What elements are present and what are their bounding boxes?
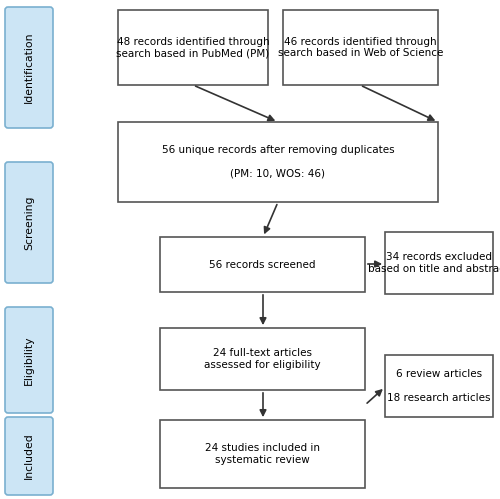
Text: Eligibility: Eligibility bbox=[24, 335, 34, 385]
Bar bbox=[160, 420, 365, 488]
Text: Identification: Identification bbox=[24, 32, 34, 103]
Bar bbox=[385, 355, 493, 417]
Text: Included: Included bbox=[24, 433, 34, 480]
Bar bbox=[160, 328, 365, 390]
FancyBboxPatch shape bbox=[5, 162, 53, 283]
Text: 6 review articles

18 research articles: 6 review articles 18 research articles bbox=[387, 369, 491, 403]
Bar bbox=[118, 122, 438, 202]
Text: 56 records screened: 56 records screened bbox=[209, 259, 316, 269]
Text: 56 unique records after removing duplicates

(PM: 10, WOS: 46): 56 unique records after removing duplica… bbox=[162, 145, 394, 179]
FancyBboxPatch shape bbox=[5, 417, 53, 495]
Text: 24 studies included in
systematic review: 24 studies included in systematic review bbox=[205, 443, 320, 465]
Bar bbox=[160, 237, 365, 292]
Text: 46 records identified through
search based in Web of Science: 46 records identified through search bas… bbox=[278, 37, 443, 58]
Text: Screening: Screening bbox=[24, 195, 34, 250]
Text: 24 full-text articles
assessed for eligibility: 24 full-text articles assessed for eligi… bbox=[204, 348, 321, 370]
Text: 34 records excluded
based on title and abstract: 34 records excluded based on title and a… bbox=[368, 252, 500, 274]
Text: 48 records identified through
search based in PubMed (PM): 48 records identified through search bas… bbox=[116, 37, 270, 58]
Bar bbox=[118, 10, 268, 85]
FancyBboxPatch shape bbox=[5, 307, 53, 413]
Bar bbox=[283, 10, 438, 85]
Bar bbox=[385, 232, 493, 294]
FancyBboxPatch shape bbox=[5, 7, 53, 128]
